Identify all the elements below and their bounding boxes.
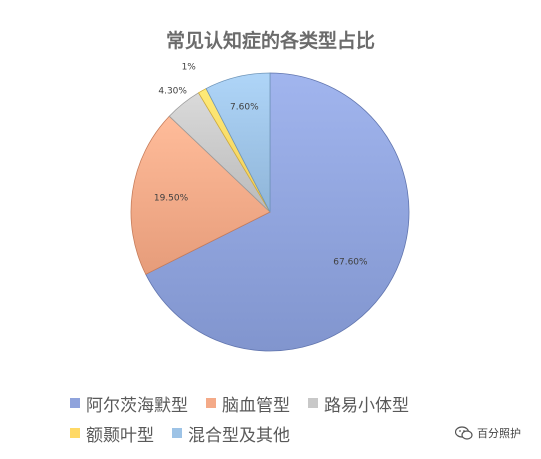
pie-slice	[205, 72, 271, 213]
data-label: 67.60%	[333, 258, 368, 268]
watermark-text: 百分照护	[477, 427, 521, 440]
legend-row: 额颞叶型 混合型及其他	[70, 418, 470, 448]
legend-label: 混合型及其他	[188, 425, 290, 446]
wechat-icon	[455, 426, 473, 440]
legend-item: 阿尔茨海默型	[70, 391, 188, 416]
data-label: 1%	[182, 62, 197, 72]
legend-swatch	[206, 398, 216, 408]
legend-item: 额颞叶型	[70, 421, 154, 446]
legend-swatch	[172, 428, 182, 438]
legend-row: 阿尔茨海默型 脑血管型 路易小体型	[70, 388, 470, 418]
pie-slice	[145, 72, 410, 352]
pie-chart: 67.60% 19.50% 4.30% 1% 7.60%	[130, 62, 410, 352]
pie-slice	[130, 115, 271, 275]
legend-label: 脑血管型	[222, 395, 290, 416]
legend-swatch	[70, 428, 80, 438]
data-label: 4.30%	[158, 87, 187, 97]
legend-item: 脑血管型	[206, 391, 290, 416]
legend-swatch	[70, 398, 80, 408]
legend-item: 混合型及其他	[172, 421, 290, 446]
legend-item: 路易小体型	[308, 391, 409, 416]
legend: 阿尔茨海默型 脑血管型 路易小体型 额颞叶型 混合型及其他	[70, 388, 470, 448]
data-label: 19.50%	[154, 193, 189, 203]
watermark: 百分照护	[455, 425, 521, 441]
chart-title: 常见认知症的各类型占比	[165, 30, 375, 52]
legend-label: 路易小体型	[324, 395, 409, 416]
legend-swatch	[308, 398, 318, 408]
legend-label: 额颞叶型	[86, 425, 154, 446]
legend-label: 阿尔茨海默型	[86, 395, 188, 416]
data-label: 7.60%	[230, 103, 259, 113]
